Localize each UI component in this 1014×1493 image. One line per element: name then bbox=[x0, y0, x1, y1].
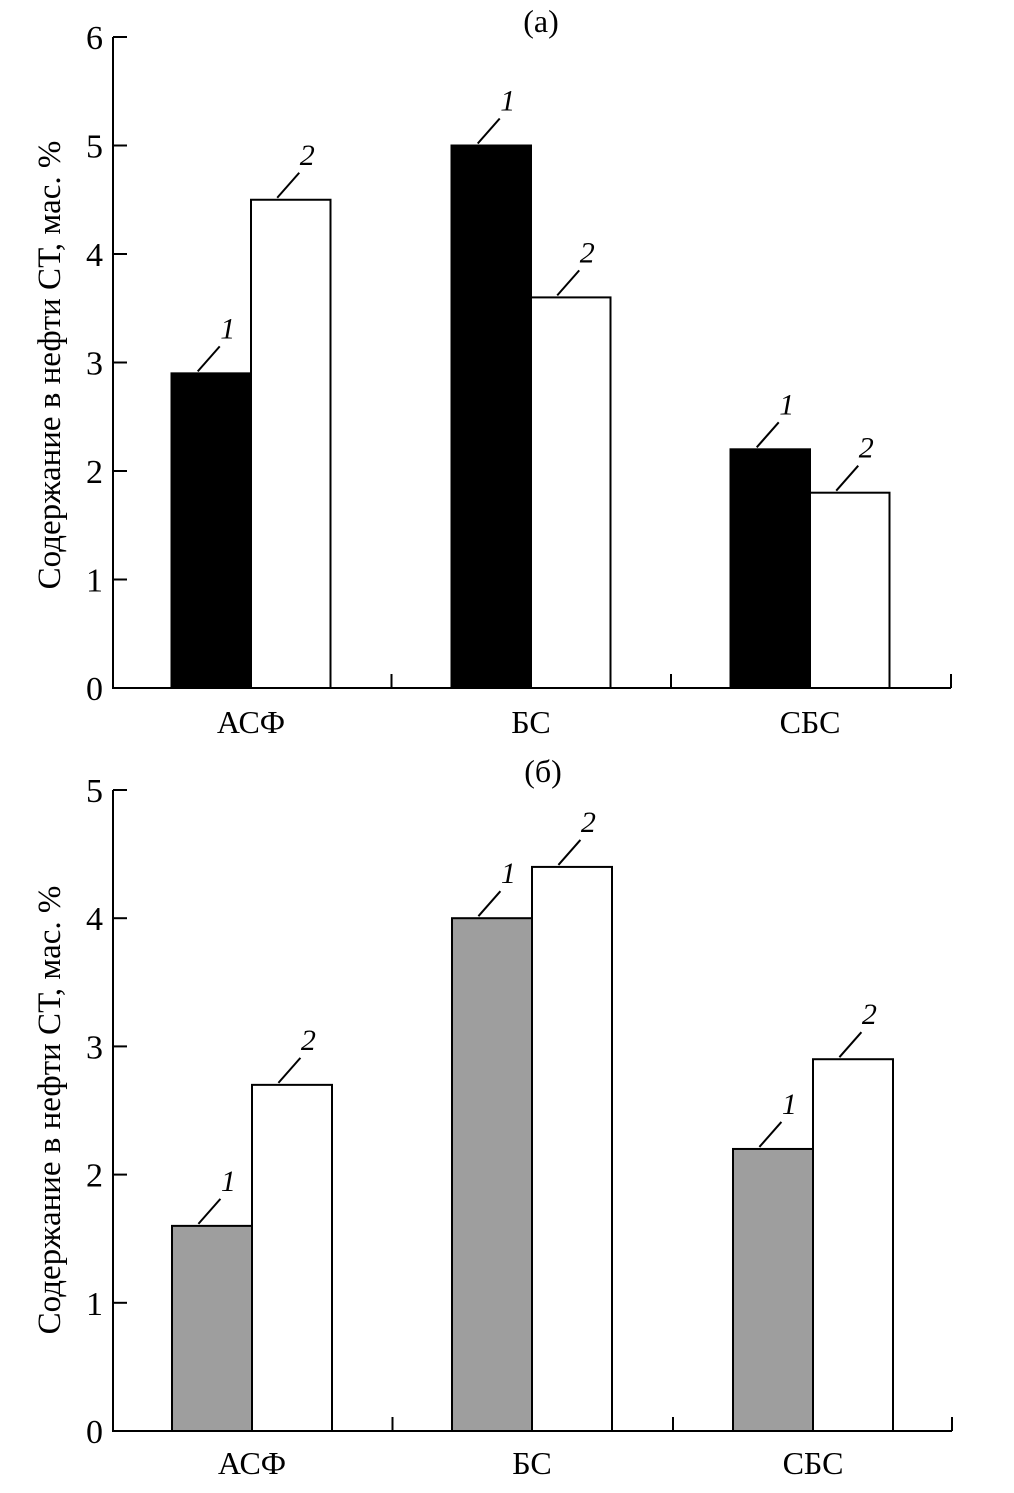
series-label-leader bbox=[476, 117, 501, 145]
series-label-leader bbox=[838, 1031, 863, 1058]
series-label-leader bbox=[196, 345, 221, 373]
series-label: 2 bbox=[581, 806, 596, 839]
bar-series-2-СБС bbox=[809, 491, 891, 690]
bar-series-2-АСФ bbox=[251, 1083, 333, 1432]
y-tick-label: 2 bbox=[86, 454, 103, 491]
series-label: 1 bbox=[782, 1088, 797, 1121]
chart-panel-a: (a) Содержание в нефти СТ, мас. % 1 1 1 2 2 2… bbox=[32, 3, 952, 740]
series-label: 2 bbox=[301, 1024, 316, 1057]
series-label: 2 bbox=[862, 998, 877, 1031]
panel-title: (б) bbox=[524, 753, 562, 789]
series-label: 2 bbox=[300, 139, 315, 172]
x-category-label: АСФ bbox=[218, 1445, 286, 1481]
series-label-leader bbox=[556, 269, 580, 297]
y-axis-label: Содержание в нефти СТ, мас. % bbox=[32, 886, 68, 1335]
y-tick-label: 0 bbox=[86, 1414, 103, 1451]
series-label-leader bbox=[758, 1121, 783, 1148]
y-tick-label: 3 bbox=[86, 346, 103, 383]
series-label-leader bbox=[557, 839, 582, 866]
y-tick-label: 1 bbox=[86, 563, 103, 600]
series-label: 1 bbox=[220, 312, 235, 345]
series-label-leader bbox=[755, 421, 780, 448]
bar-series-2-БС bbox=[531, 865, 613, 1432]
bar-series-1-БС bbox=[451, 917, 533, 1432]
y-tick-label: 3 bbox=[86, 1029, 103, 1066]
x-category-label: БС bbox=[512, 1445, 552, 1481]
x-category-label: БС bbox=[511, 704, 551, 740]
series-label-leader bbox=[835, 465, 859, 492]
series-label-leader bbox=[277, 1057, 302, 1084]
y-tick-label: 5 bbox=[86, 129, 103, 166]
bar-series-1-АСФ bbox=[171, 1224, 253, 1432]
x-category-label: СБС bbox=[783, 1445, 844, 1481]
bar-series-1-АСФ bbox=[170, 372, 252, 689]
x-category-label: СБС bbox=[780, 704, 841, 740]
y-tick-label: 5 bbox=[86, 773, 103, 810]
y-tick-label: 0 bbox=[86, 671, 103, 708]
y-tick-label: 2 bbox=[86, 1158, 103, 1195]
series-label-leader bbox=[477, 890, 502, 917]
chart-panel-b: (б) Содержание в нефти СТ, мас. % 1 1 1 2 2 2… bbox=[32, 753, 953, 1481]
bar-series-1-БС bbox=[450, 144, 532, 689]
series-label-leader bbox=[276, 172, 300, 199]
bar-series-2-БС bbox=[530, 296, 612, 689]
series-label-leader bbox=[197, 1198, 222, 1225]
series-label: 1 bbox=[779, 388, 794, 421]
series-label: 1 bbox=[500, 85, 515, 118]
bar-series-1-СБС bbox=[732, 1147, 814, 1432]
bar-series-2-СБС bbox=[812, 1058, 894, 1432]
series-label: 1 bbox=[221, 1165, 236, 1198]
y-tick-label: 4 bbox=[86, 237, 103, 274]
y-tick-label: 6 bbox=[86, 20, 103, 57]
bar-series-1-СБС bbox=[729, 448, 811, 689]
series-label: 2 bbox=[859, 432, 874, 465]
x-category-label: АСФ bbox=[217, 704, 285, 740]
series-label: 2 bbox=[580, 236, 595, 269]
bar-series-2-АСФ bbox=[250, 198, 332, 689]
y-tick-label: 4 bbox=[86, 901, 103, 938]
y-axis-label: Содержание в нефти СТ, мас. % bbox=[32, 141, 68, 590]
series-label: 1 bbox=[501, 857, 516, 890]
y-tick-label: 1 bbox=[86, 1286, 103, 1323]
panel-title: (a) bbox=[523, 3, 559, 39]
